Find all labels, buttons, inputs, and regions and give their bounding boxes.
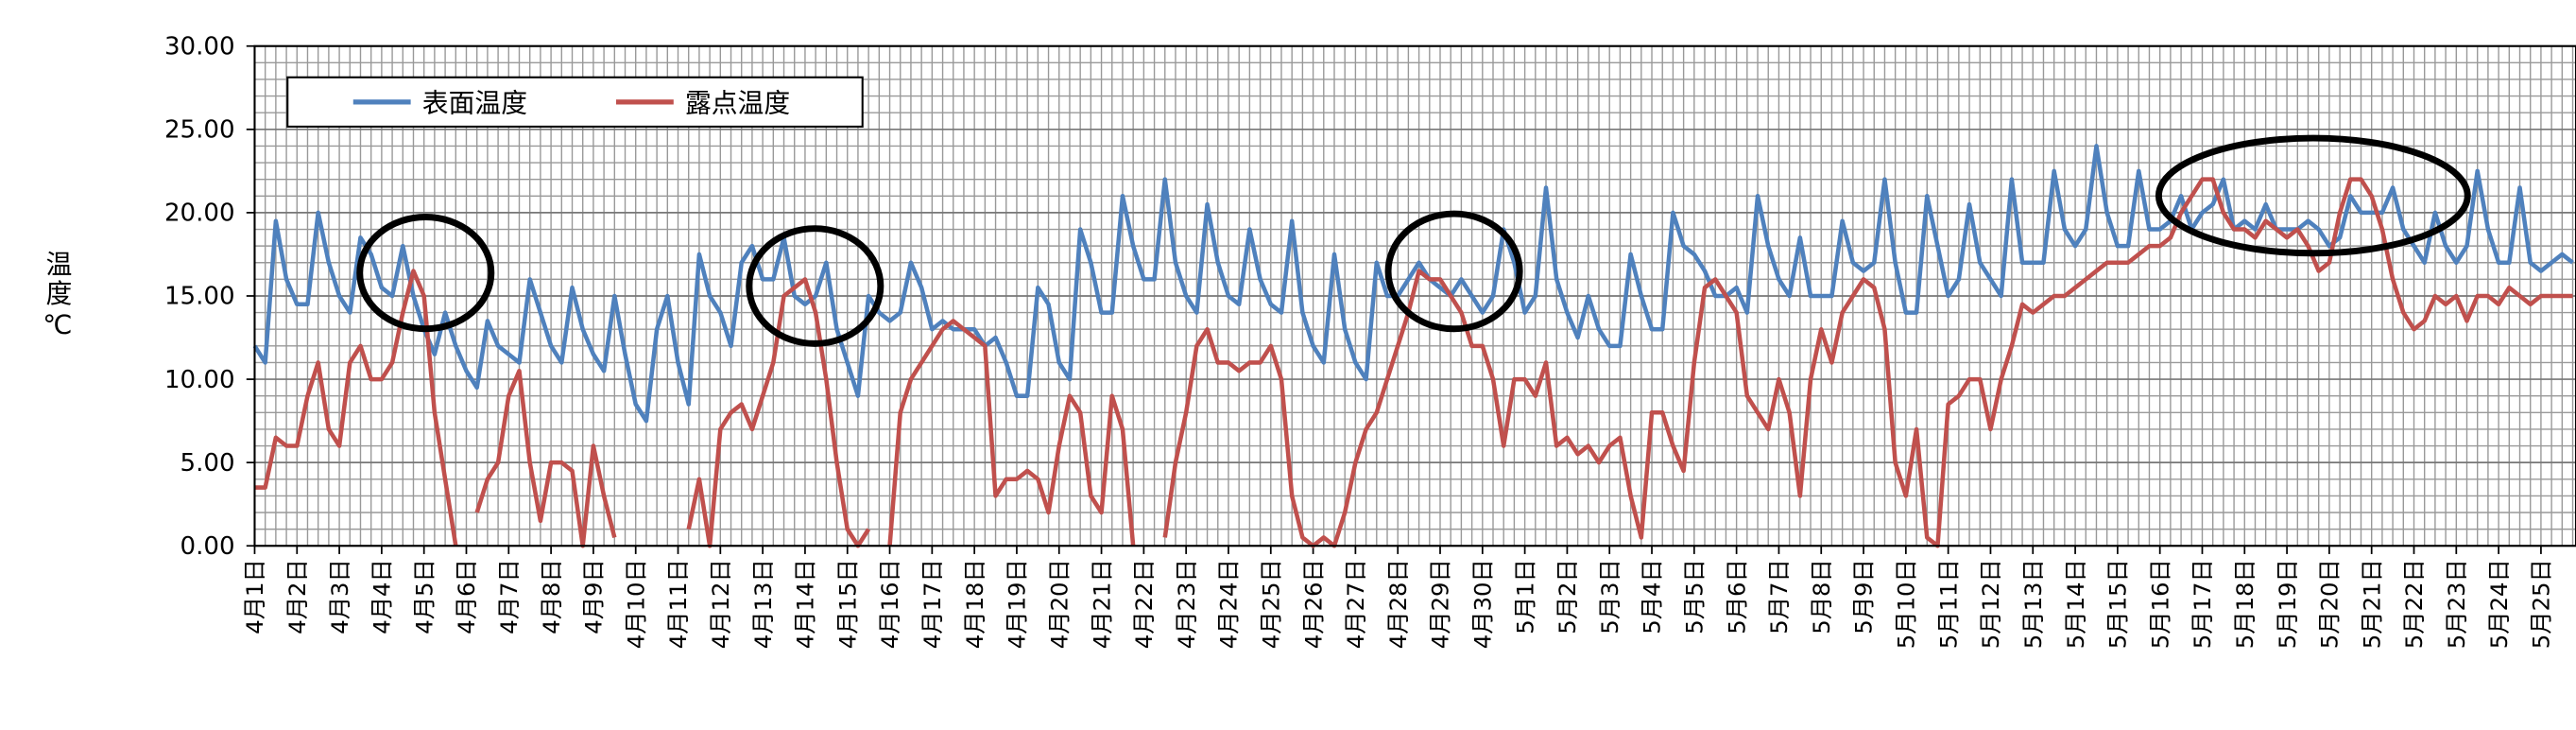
x-tick-label: 4月7日 <box>495 559 523 634</box>
x-tick-label: 4月20日 <box>1045 559 1073 649</box>
x-tick-label: 5月7日 <box>1765 559 1793 634</box>
x-tick-label: 4月26日 <box>1299 559 1327 649</box>
x-tick-label: 4月17日 <box>919 559 946 649</box>
ellipse <box>1384 210 1523 333</box>
x-tick-label: 4月29日 <box>1427 559 1454 649</box>
annotations <box>356 134 2471 347</box>
x-tick-label: 5月3日 <box>1596 559 1623 634</box>
y-tick-label: 15.00 <box>164 283 235 311</box>
x-tick-label: 4月2日 <box>283 559 311 634</box>
x-tick-label: 5月20日 <box>2316 559 2344 649</box>
x-tick-label: 5月14日 <box>2062 559 2089 649</box>
lines <box>252 144 2574 548</box>
y-tick-label: 5.00 <box>180 449 235 478</box>
ellipse <box>746 225 884 347</box>
plot-frame <box>253 44 2576 548</box>
x-tick-label: 4月16日 <box>876 559 903 649</box>
x-tick-label: 5月22日 <box>2400 559 2428 649</box>
x-tick-label: 4月18日 <box>961 559 988 649</box>
x-tick-label: 5月8日 <box>1808 559 1835 634</box>
y-tick-label: 0.00 <box>180 532 235 561</box>
x-tick-label: 4月24日 <box>1215 559 1243 649</box>
x-tick-label: 5月25日 <box>2528 559 2555 649</box>
x-tick-label: 4月9日 <box>580 559 608 634</box>
x-tick-label: 4月22日 <box>1130 559 1158 649</box>
y-tick-label: 20.00 <box>164 200 235 228</box>
x-tick-label: 4月4日 <box>369 559 396 634</box>
x-tick-label: 4月21日 <box>1088 559 1115 649</box>
x-tick-label: 4月3日 <box>326 559 353 634</box>
legend: 表面温度 露点温度 <box>286 76 864 128</box>
x-tick-label: 5月24日 <box>2485 559 2513 649</box>
x-tick-label: 5月12日 <box>1977 559 2004 649</box>
x-tick-label: 5月18日 <box>2231 559 2258 649</box>
x-tick-label: 5月16日 <box>2146 559 2173 649</box>
x-tick-label: 4月11日 <box>664 559 692 649</box>
x-tick-label: 5月1日 <box>1511 559 1538 634</box>
x-tick-label: 4月13日 <box>749 559 777 649</box>
x-tick-label: 4月14日 <box>792 559 819 649</box>
ellipse <box>356 214 495 333</box>
ellipse <box>2155 134 2471 257</box>
x-tick-label: 4月27日 <box>1342 559 1369 649</box>
x-tick-label: 4月5日 <box>410 559 438 634</box>
y-tick-label: 25.00 <box>164 116 235 145</box>
x-tick-label: 5月13日 <box>2019 559 2047 649</box>
x-tick-label: 5月11日 <box>1934 559 1962 649</box>
x-tick-label: 4月30日 <box>1468 559 1496 649</box>
x-tick-label: 5月6日 <box>1723 559 1750 634</box>
x-tick-label: 5月2日 <box>1554 559 1581 634</box>
legend-label: 表面温度 <box>422 87 527 118</box>
x-tick-label: 5月21日 <box>2358 559 2385 649</box>
x-tick-label: 4月28日 <box>1384 559 1412 649</box>
x-tick-label: 5月23日 <box>2443 559 2470 649</box>
x-tick-label: 5月9日 <box>1850 559 1878 634</box>
x-tick-label: 4月6日 <box>453 559 480 634</box>
x-tick-label: 5月4日 <box>1639 559 1666 634</box>
x-tick-label: 4月10日 <box>622 559 649 649</box>
x-tick-label: 5月5日 <box>1681 559 1709 634</box>
x-tick-label: 4月19日 <box>1004 559 1031 649</box>
y-tick-label: 30.00 <box>164 32 235 61</box>
x-tick-label: 4月15日 <box>833 559 861 649</box>
series-line <box>252 144 2574 424</box>
series-line <box>254 177 2573 548</box>
x-tick-label: 4月1日 <box>241 559 268 634</box>
x-tick-label: 5月17日 <box>2189 559 2216 649</box>
legend-label: 露点温度 <box>685 87 790 118</box>
x-tick-label: 5月19日 <box>2274 559 2301 649</box>
x-tick-label: 4月8日 <box>538 559 565 634</box>
y-axis-title: 温度℃ <box>42 250 73 343</box>
x-tick-label: 4月25日 <box>1257 559 1284 649</box>
y-tick-label: 10.00 <box>164 366 235 394</box>
x-tick-label: 4月23日 <box>1173 559 1200 649</box>
x-tick-label: 5月10日 <box>1893 559 1920 649</box>
x-tick-label: 4月12日 <box>707 559 734 649</box>
x-tick-label: 5月15日 <box>2104 559 2132 649</box>
